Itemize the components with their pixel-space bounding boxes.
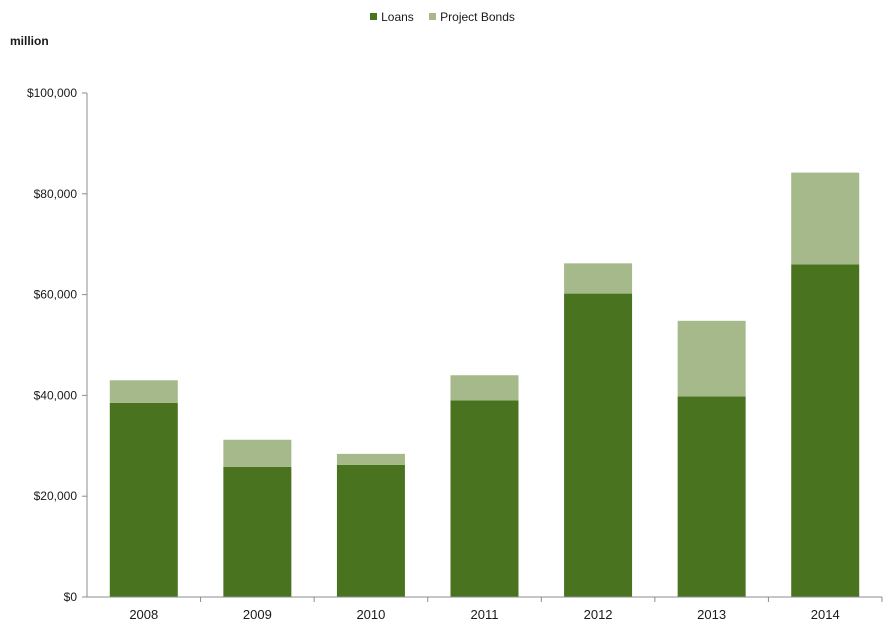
bar-loans-2014 <box>791 264 860 597</box>
x-axis: 2008 2009 2010 2011 2012 2013 2014 <box>87 596 883 622</box>
y-tick-label: $40,000 <box>34 388 78 402</box>
y-tick-label: $20,000 <box>34 489 78 503</box>
x-tick-label: 2009 <box>243 607 272 622</box>
x-tick-label: 2012 <box>584 607 613 622</box>
legend: Loans Project Bonds <box>0 9 885 24</box>
x-tick-label: 2013 <box>697 607 726 622</box>
bar-project-bonds-2009 <box>223 439 292 467</box>
bars-group <box>109 172 860 597</box>
y-tick-label: $100,000 <box>27 86 77 100</box>
legend-label-project-bonds: Project Bonds <box>440 9 515 24</box>
bar-loans-2009 <box>223 466 292 597</box>
legend-swatch-project-bonds <box>429 13 437 20</box>
legend-swatch-loans <box>370 13 378 20</box>
bar-loans-2011 <box>450 400 519 597</box>
bar-project-bonds-2014 <box>791 172 860 265</box>
bar-loans-2013 <box>677 396 746 597</box>
y-tick-label: $80,000 <box>34 187 78 201</box>
bar-project-bonds-2013 <box>677 320 746 397</box>
legend-item-project-bonds: Project Bonds <box>429 10 515 24</box>
bar-loans-2012 <box>564 293 633 597</box>
y-axis-unit-label: million <box>10 34 49 48</box>
bar-project-bonds-2012 <box>564 263 633 294</box>
x-tick-label: 2008 <box>129 607 158 622</box>
legend-item-loans: Loans <box>370 10 414 24</box>
x-tick-label: 2010 <box>356 607 385 622</box>
y-tick-label: $0 <box>64 590 78 604</box>
y-tick-label: $60,000 <box>34 288 78 302</box>
bar-loans-2008 <box>109 402 178 597</box>
legend-label-loans: Loans <box>381 9 414 24</box>
bar-project-bonds-2008 <box>109 380 178 403</box>
x-tick-label: 2014 <box>811 607 840 622</box>
x-tick-label: 2011 <box>471 607 499 622</box>
bar-loans-2010 <box>336 464 405 597</box>
bar-project-bonds-2011 <box>450 375 519 401</box>
y-axis: $0 $20,000 $40,000 $60,000 $80,000 $100,000 <box>27 86 88 604</box>
bar-project-bonds-2010 <box>336 453 405 465</box>
